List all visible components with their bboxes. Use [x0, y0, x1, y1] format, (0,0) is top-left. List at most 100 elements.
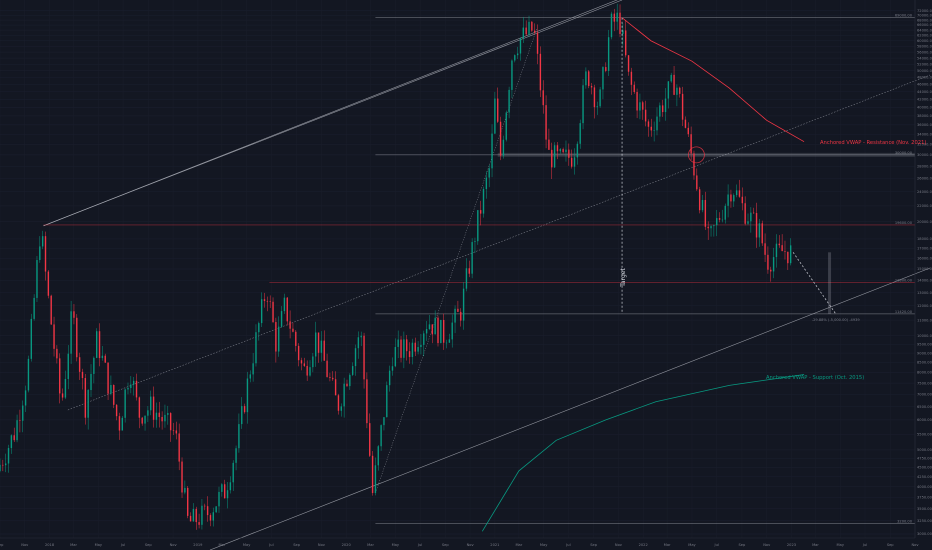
candle-body — [440, 319, 442, 344]
candle-body — [317, 332, 320, 353]
candle-body — [679, 87, 681, 94]
candle-body — [559, 149, 561, 152]
candle-body — [656, 116, 658, 131]
candle-body — [770, 269, 772, 272]
candle-body — [744, 203, 746, 224]
candle-body — [10, 435, 13, 449]
x-tick-label: Nov — [763, 543, 771, 547]
candle-body — [241, 406, 243, 425]
x-tick-label: 2020 — [342, 543, 352, 547]
y-tick-label: 10000.00 — [917, 334, 932, 338]
candle-body — [238, 424, 240, 449]
candle-body — [730, 194, 732, 202]
y-tick-label: 11000.00 — [917, 318, 932, 322]
candle-body — [110, 384, 112, 394]
y-tick-label: 46000.00 — [917, 83, 932, 87]
candle-body — [511, 60, 513, 90]
candle-body — [269, 301, 271, 302]
candle-body — [442, 319, 445, 343]
candle-body — [132, 380, 135, 385]
y-tick-label: 40000.00 — [917, 106, 932, 110]
candle-body — [30, 318, 32, 359]
candle-body — [599, 89, 601, 107]
candle-body — [147, 410, 149, 416]
x-tick-label: Nov — [318, 543, 326, 547]
candle-body — [61, 393, 64, 398]
candle-body — [36, 260, 38, 298]
candle-body — [562, 149, 564, 153]
candle-body — [533, 30, 536, 33]
candle-body — [386, 385, 388, 418]
level-label: 13800.00 — [895, 279, 913, 283]
candle-body — [167, 413, 169, 415]
candle-body — [499, 121, 502, 156]
candle-body — [633, 84, 635, 93]
candle-body — [428, 324, 431, 330]
candle-body — [215, 506, 217, 513]
breakdown-circle — [688, 146, 705, 164]
candle-body — [115, 404, 118, 417]
lower-channel-line — [209, 267, 931, 550]
x-tick-label: Jul — [862, 543, 867, 547]
candle-body — [260, 299, 263, 324]
projection-label: -29.88% (-5,000.00) -4939 — [812, 318, 861, 322]
candle-body — [639, 102, 641, 111]
candle-body — [494, 98, 496, 134]
candle-body — [551, 149, 553, 168]
candle-body — [306, 365, 308, 376]
x-tick-label: Sep — [293, 543, 300, 547]
candle-body — [93, 357, 95, 374]
candle-body — [158, 412, 160, 417]
y-tick-label: 66000.00 — [917, 23, 932, 27]
x-tick-label: Nov — [21, 543, 29, 547]
y-tick-label: 60000.00 — [917, 39, 932, 43]
candle-body — [693, 153, 695, 176]
candle-body — [332, 377, 334, 380]
candle-body — [113, 384, 115, 405]
x-tick-label: 2018 — [45, 543, 55, 547]
y-tick-label: 3500.00 — [917, 507, 932, 511]
candle-body — [263, 299, 266, 301]
candle-body — [570, 157, 573, 167]
candle-body — [303, 363, 306, 366]
candle-body — [545, 105, 547, 140]
candle-body — [198, 522, 200, 525]
x-tick-label: Jul — [565, 543, 570, 547]
candle-body — [772, 257, 775, 272]
candle-body — [556, 145, 559, 152]
candle-body — [201, 505, 203, 525]
x-tick-label: 2019 — [193, 543, 203, 547]
candle-body — [39, 246, 41, 261]
y-tick-label: 9500.00 — [917, 342, 932, 346]
level-label: 69000.00 — [895, 14, 913, 18]
candle-body — [24, 390, 27, 406]
y-tick-label: 34000.00 — [917, 132, 932, 136]
y-tick-label: 20000.00 — [917, 220, 932, 224]
candle-body — [258, 323, 260, 333]
candle-body — [204, 505, 206, 507]
candle-body — [4, 463, 7, 466]
candle-body — [553, 145, 556, 168]
horizontal-levels: 69000.00 30000.00 19600.00 13800.00 11420.00… — [43, 14, 915, 524]
candle-body — [400, 339, 402, 358]
level-label: 11420.00 — [895, 310, 913, 314]
candle-body — [84, 378, 87, 418]
time-axis[interactable]: Sep Nov 2018 Mar May Jul Sep Nov 2019 Mar May Jul Se… — [0, 537, 919, 547]
candle-body — [454, 308, 456, 323]
candle-body — [425, 329, 428, 334]
candle-body — [528, 21, 530, 35]
y-tick-label: 3750.00 — [917, 495, 932, 499]
candle-body — [0, 464, 1, 471]
candle-body — [16, 420, 18, 441]
price-axis[interactable]: 72000.0070000.0068000.0066000.0064000.00… — [914, 0, 932, 538]
candle-body — [184, 487, 186, 493]
candle-body — [275, 322, 277, 352]
candle-body — [593, 87, 596, 108]
candle-body — [653, 130, 655, 131]
level-label: 19600.00 — [895, 221, 913, 225]
candle-body — [343, 383, 345, 407]
candle-body — [394, 346, 397, 367]
candle-body — [468, 268, 470, 274]
candle-body — [585, 71, 587, 86]
